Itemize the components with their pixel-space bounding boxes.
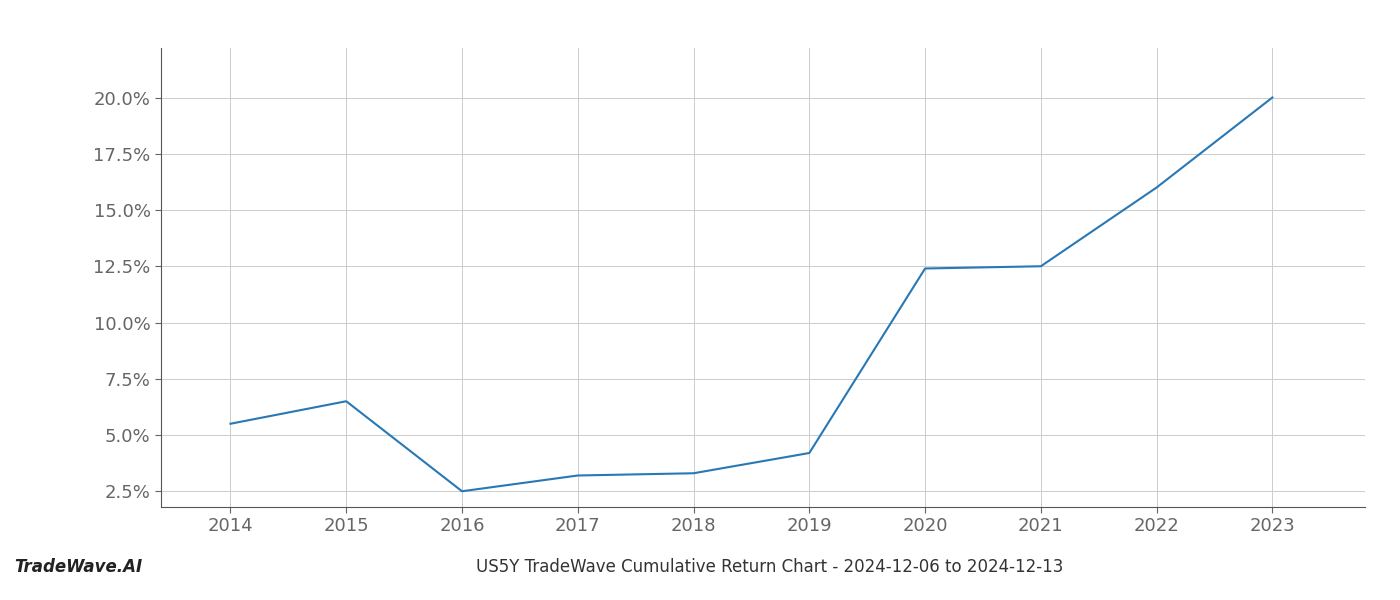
Text: US5Y TradeWave Cumulative Return Chart - 2024-12-06 to 2024-12-13: US5Y TradeWave Cumulative Return Chart -… xyxy=(476,558,1064,576)
Text: TradeWave.AI: TradeWave.AI xyxy=(14,558,143,576)
